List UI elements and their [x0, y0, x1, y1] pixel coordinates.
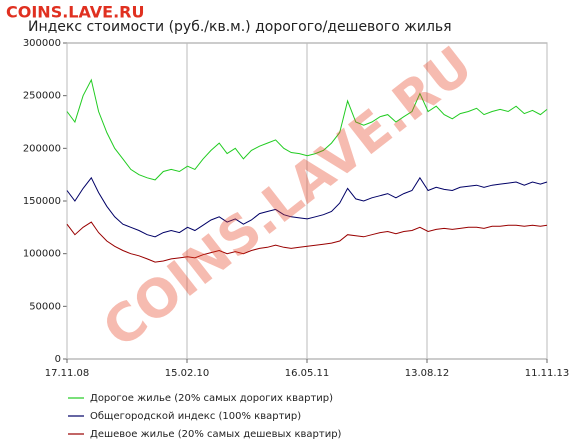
y-tick-label: 0 [55, 354, 61, 365]
y-tick-label: 300000 [23, 38, 61, 49]
watermark: COINS.LAVE.RU [6, 3, 144, 22]
y-tick-label: 250000 [23, 91, 61, 102]
series-line [66, 176, 548, 238]
x-tick-label: 16.05.11 [285, 368, 330, 379]
x-tick-label: 11.11.13 [525, 368, 570, 379]
x-tick-label: 13.08.12 [405, 368, 450, 379]
legend-label: Дешевое жилье (20% самых дешевых квартир… [90, 429, 342, 440]
y-tick-label: 150000 [23, 196, 61, 207]
x-tick-label: 17.11.08 [45, 368, 90, 379]
series-line [66, 78, 548, 181]
y-tick-label: 50000 [29, 301, 61, 312]
legend-label: Дорогое жилье (20% самых дорогих квартир… [90, 393, 333, 404]
y-tick-label: 100000 [23, 249, 61, 260]
legend-label: Общегородской индекс (100% квартир) [90, 411, 301, 422]
x-tick-label: 15.02.10 [165, 368, 210, 379]
chart-title: Индекс стоимости (руб./кв.м.) дорогого/д… [28, 19, 452, 35]
y-tick-label: 200000 [23, 143, 61, 154]
series-line [66, 221, 548, 263]
